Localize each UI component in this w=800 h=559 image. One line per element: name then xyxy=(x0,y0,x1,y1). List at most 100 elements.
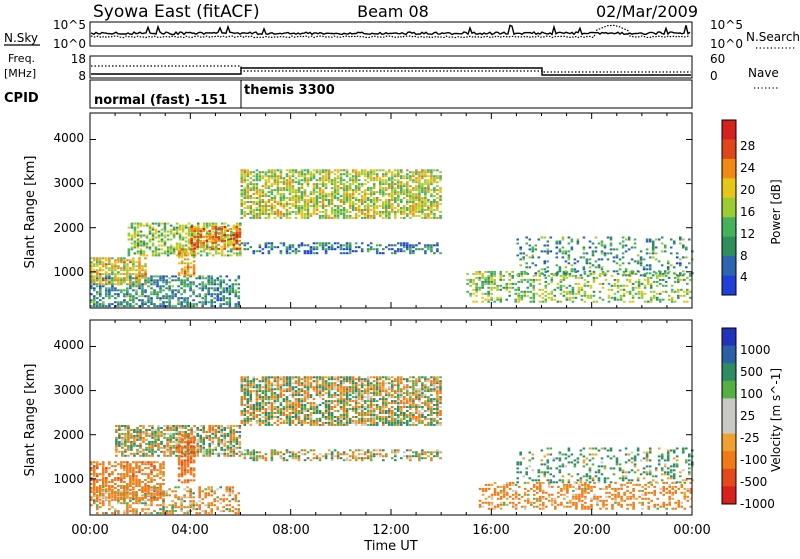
range-gate-cell xyxy=(167,248,170,250)
range-gate-cell xyxy=(337,181,340,183)
range-gate-cell xyxy=(229,510,232,512)
range-gate-cell xyxy=(647,277,650,279)
range-gate-cell xyxy=(214,435,217,437)
range-gate-cell xyxy=(519,252,522,254)
range-gate-cell xyxy=(189,488,192,490)
range-gate-cell xyxy=(164,250,167,252)
range-gate-cell xyxy=(144,275,147,277)
range-gate-cell xyxy=(105,469,108,471)
range-gate-cell xyxy=(196,246,199,248)
range-gate-cell xyxy=(244,378,247,380)
range-gate-cell xyxy=(241,402,244,404)
range-gate-cell xyxy=(667,266,670,268)
range-gate-cell xyxy=(650,291,653,293)
range-gate-cell xyxy=(135,485,138,487)
range-gate-cell xyxy=(134,231,137,233)
range-gate-cell xyxy=(292,169,295,171)
range-gate-cell xyxy=(319,197,322,199)
range-gate-cell xyxy=(310,175,313,177)
range-gate-cell xyxy=(236,228,239,230)
range-gate-cell xyxy=(227,230,230,232)
range-gate-cell xyxy=(346,248,349,250)
range-gate-cell xyxy=(394,207,397,209)
range-gate-cell xyxy=(190,446,193,448)
range-gate-cell xyxy=(139,451,142,453)
range-gate-cell xyxy=(316,171,319,173)
range-gate-cell xyxy=(256,197,259,199)
range-gate-cell xyxy=(539,289,542,291)
range-gate-cell xyxy=(280,169,283,171)
range-gate-cell xyxy=(304,217,307,219)
range-gate-cell xyxy=(154,429,157,431)
range-gate-cell xyxy=(162,498,165,500)
range-gate-cell xyxy=(181,473,184,475)
range-gate-cell xyxy=(223,445,226,447)
range-gate-cell xyxy=(153,486,156,488)
range-gate-cell xyxy=(159,275,162,277)
range-gate-cell xyxy=(286,248,289,250)
range-gate-cell xyxy=(126,475,129,477)
range-gate-cell xyxy=(280,242,283,244)
power-y-tick-4000: 4000 xyxy=(53,131,84,145)
range-gate-cell xyxy=(472,293,475,295)
power-cb-tick-12: 12 xyxy=(740,227,755,241)
range-gate-cell xyxy=(556,247,559,249)
range-gate-cell xyxy=(322,189,325,191)
range-gate-cell xyxy=(205,431,208,433)
range-gate-cell xyxy=(620,285,623,287)
range-gate-cell xyxy=(412,189,415,191)
range-gate-cell xyxy=(117,289,120,291)
range-gate-cell xyxy=(487,301,490,303)
range-gate-cell xyxy=(334,195,337,197)
range-gate-cell xyxy=(331,244,334,246)
range-gate-cell xyxy=(129,303,132,305)
range-gate-cell xyxy=(274,199,277,201)
range-gate-cell xyxy=(581,287,584,289)
range-gate-cell xyxy=(244,248,247,250)
range-gate-cell xyxy=(256,402,259,404)
range-gate-cell xyxy=(190,266,193,268)
range-gate-cell xyxy=(277,169,280,171)
range-gate-cell xyxy=(184,473,187,475)
range-gate-cell xyxy=(145,447,148,449)
range-gate-cell xyxy=(322,203,325,205)
range-gate-cell xyxy=(135,498,138,500)
range-gate-cell xyxy=(93,502,96,504)
range-gate-cell xyxy=(108,273,111,275)
range-gate-cell xyxy=(170,225,173,227)
range-gate-cell xyxy=(379,193,382,195)
range-gate-cell xyxy=(274,179,277,181)
range-gate-cell xyxy=(132,481,135,483)
range-gate-cell xyxy=(397,203,400,205)
range-gate-cell xyxy=(424,173,427,175)
range-gate-cell xyxy=(277,181,280,183)
range-gate-cell xyxy=(173,252,176,254)
range-gate-cell xyxy=(190,238,193,240)
range-gate-cell xyxy=(187,434,190,436)
range-gate-cell xyxy=(424,199,427,201)
range-gate-cell xyxy=(153,498,156,500)
range-gate-cell xyxy=(239,223,242,225)
range-gate-cell xyxy=(229,279,232,281)
range-gate-cell xyxy=(222,510,225,512)
range-gate-cell xyxy=(196,248,199,250)
range-gate-cell xyxy=(121,425,124,427)
range-gate-cell xyxy=(412,252,415,254)
range-gate-cell xyxy=(241,199,244,201)
range-gate-cell xyxy=(117,257,120,259)
range-gate-cell xyxy=(436,250,439,252)
range-gate-cell xyxy=(653,281,656,283)
range-gate-cell xyxy=(403,242,406,244)
range-gate-cell xyxy=(661,237,664,239)
range-gate-cell xyxy=(168,301,171,303)
range-gate-cell xyxy=(310,191,313,193)
range-gate-cell xyxy=(569,273,572,275)
range-gate-cell xyxy=(150,481,153,483)
range-gate-cell xyxy=(427,201,430,203)
range-gate-cell xyxy=(93,485,96,487)
range-gate-cell xyxy=(149,229,152,231)
range-gate-cell xyxy=(170,231,173,233)
range-gate-cell xyxy=(571,239,574,241)
range-gate-cell xyxy=(313,189,316,191)
range-gate-cell xyxy=(129,275,132,277)
